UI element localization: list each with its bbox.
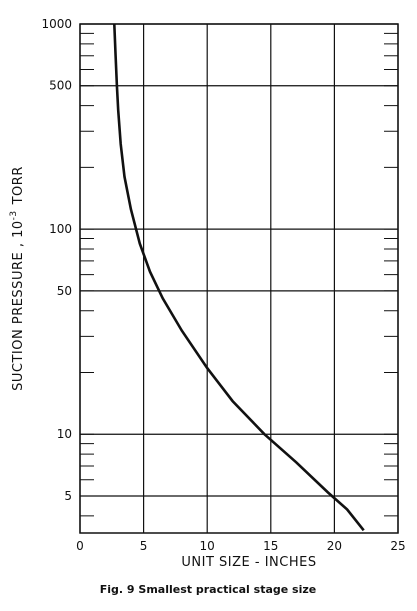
x-tick-label: 20 — [327, 539, 342, 553]
y-axis-title-unit: TORR — [11, 166, 26, 205]
x-tick-label: 5 — [140, 539, 148, 553]
x-tick-label: 25 — [390, 539, 405, 553]
y-tick-label: 10 — [57, 427, 72, 441]
x-axis-title: UNIT SIZE - INCHES — [181, 555, 316, 570]
x-tick-label: 0 — [76, 539, 84, 553]
figure-caption: Fig. 9 Smallest practical stage size — [100, 583, 316, 596]
grid — [79, 23, 399, 533]
minor-ticks — [80, 23, 398, 517]
x-tick-label: 15 — [263, 539, 278, 553]
y-tick-label: 5 — [64, 489, 72, 503]
series-line — [113, 23, 365, 532]
x-tick-labels: 0 5 10 15 20 25 — [76, 539, 405, 553]
y-tick-label: 100 — [49, 222, 72, 236]
y-tick-label: 500 — [49, 79, 72, 93]
y-tick-label: 1000 — [41, 17, 72, 31]
y-axis-title-exponent: -3 — [9, 210, 19, 220]
y-axis-title: SUCTION PRESSURE , 10-3 TORR — [9, 166, 26, 391]
x-tick-label: 10 — [200, 539, 215, 553]
y-axis-title-main: SUCTION PRESSURE , 10 — [11, 220, 26, 391]
y-tick-label: 50 — [57, 284, 72, 298]
y-tick-labels: 5 10 50 100 500 1000 — [41, 17, 72, 503]
plot-frame — [79, 23, 399, 534]
